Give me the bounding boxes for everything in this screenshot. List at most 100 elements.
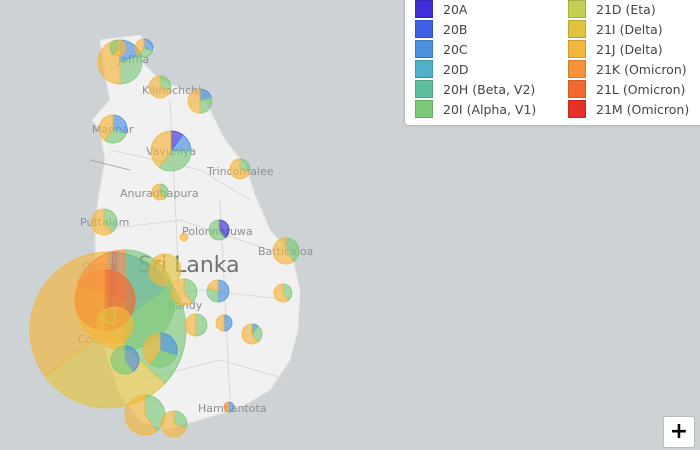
pie-slice bbox=[148, 253, 166, 287]
pie-slice bbox=[218, 219, 230, 239]
location-pie-chart[interactable] bbox=[134, 38, 154, 58]
location-pie-chart[interactable] bbox=[184, 313, 208, 337]
pie-slice bbox=[223, 401, 230, 413]
location-pie-chart[interactable] bbox=[206, 279, 230, 303]
legend-label: 20H (Beta, V2) bbox=[443, 81, 536, 97]
location-pie-chart[interactable] bbox=[273, 283, 293, 303]
legend-item[interactable]: 21M (Omicron) bbox=[568, 100, 689, 118]
pie-slice bbox=[223, 314, 233, 332]
pie-slice bbox=[170, 278, 193, 306]
legend-item[interactable]: 21L (Omicron) bbox=[568, 80, 685, 98]
pie-slice bbox=[183, 278, 198, 304]
zoom-in-button[interactable]: + bbox=[663, 416, 695, 448]
pie-slice bbox=[112, 114, 128, 134]
legend-label: 20C bbox=[443, 41, 468, 57]
pie-slice bbox=[44, 329, 166, 409]
pie-slice bbox=[159, 332, 178, 356]
coast-line bbox=[89, 159, 131, 171]
location-pie-chart[interactable] bbox=[208, 219, 230, 241]
legend-item[interactable]: 20C bbox=[415, 40, 468, 58]
location-pie-chart[interactable] bbox=[150, 130, 192, 172]
legend-item[interactable]: 20H (Beta, V2) bbox=[415, 80, 535, 98]
legend-label: 20D bbox=[443, 61, 469, 77]
legend-item[interactable]: 20D bbox=[415, 60, 469, 78]
legend-swatch bbox=[415, 40, 433, 58]
pie-slice bbox=[273, 283, 289, 303]
location-pie-chart[interactable] bbox=[170, 278, 198, 306]
legend-swatch bbox=[415, 60, 433, 78]
pie-slice bbox=[151, 183, 166, 201]
pie-slice bbox=[112, 39, 127, 57]
location-pie-chart[interactable] bbox=[151, 183, 169, 201]
legend-swatch bbox=[568, 0, 586, 18]
pie-slice bbox=[110, 345, 134, 375]
location-pie-chart[interactable] bbox=[160, 410, 188, 438]
legend-swatch bbox=[568, 60, 586, 78]
pie-slice bbox=[217, 279, 230, 303]
legend-label: 21J (Delta) bbox=[596, 41, 663, 57]
pie-slice bbox=[104, 128, 127, 144]
legend-item[interactable]: 20I (Alpha, V1) bbox=[415, 100, 536, 118]
legend-swatch bbox=[415, 0, 433, 18]
legend-label: 20I (Alpha, V1) bbox=[443, 101, 537, 117]
legend-label: 21I (Delta) bbox=[596, 21, 663, 37]
location-pie-chart[interactable] bbox=[215, 314, 233, 332]
location-pie-chart[interactable] bbox=[148, 75, 172, 99]
pie-slice bbox=[142, 332, 161, 365]
pie-slice bbox=[124, 394, 158, 436]
location-pie-chart[interactable] bbox=[187, 88, 213, 114]
pie-slice bbox=[148, 75, 172, 99]
pie-slice bbox=[144, 394, 166, 432]
legend-label: 21K (Omicron) bbox=[596, 61, 687, 77]
legend: 20A 20B 20C 20D 20H (Beta, V2) 20I (Alpha, V1… bbox=[405, 0, 700, 125]
legend-label: 20A bbox=[443, 1, 468, 17]
legend-label: 21L (Omicron) bbox=[596, 81, 686, 97]
location-pie-chart[interactable] bbox=[241, 323, 263, 345]
pie-slice bbox=[124, 345, 140, 373]
location-pie-chart[interactable] bbox=[272, 237, 300, 265]
pie-slice bbox=[215, 314, 225, 332]
location-pie-chart[interactable] bbox=[124, 394, 166, 436]
pie-slice bbox=[179, 232, 189, 242]
legend-label: 21M (Omicron) bbox=[596, 101, 690, 117]
legend-swatch bbox=[568, 20, 586, 38]
pie-slice bbox=[103, 208, 118, 234]
legend-swatch bbox=[568, 100, 586, 118]
location-pie-chart[interactable] bbox=[110, 345, 140, 375]
location-pie-chart[interactable] bbox=[90, 208, 118, 236]
legend-item[interactable]: 21D (Eta) bbox=[568, 0, 656, 18]
pie-slice bbox=[150, 130, 172, 168]
legend-item[interactable]: 21K (Omicron) bbox=[568, 60, 687, 78]
legend-label: 20B bbox=[443, 21, 468, 37]
pie-slice bbox=[241, 323, 259, 345]
legend-item[interactable]: 20A bbox=[415, 0, 467, 18]
pie-slice bbox=[285, 237, 300, 263]
location-pie-chart[interactable] bbox=[142, 332, 178, 368]
pie-slice bbox=[195, 313, 208, 337]
location-pie-chart[interactable] bbox=[179, 232, 189, 242]
location-pie-chart[interactable] bbox=[229, 158, 251, 180]
pie-slice bbox=[282, 283, 293, 301]
pie-slice bbox=[149, 349, 177, 368]
legend-item[interactable]: 20B bbox=[415, 20, 467, 38]
pie-slice bbox=[134, 38, 145, 56]
pie-slice bbox=[164, 253, 182, 287]
legend-item[interactable]: 21I (Delta) bbox=[568, 20, 663, 38]
pie-slice bbox=[208, 219, 226, 241]
pie-slice bbox=[160, 410, 187, 438]
legend-label: 21D (Eta) bbox=[596, 1, 656, 17]
legend-item[interactable]: 21J (Delta) bbox=[568, 40, 663, 58]
location-pie-chart[interactable] bbox=[98, 114, 128, 144]
location-pie-chart[interactable] bbox=[109, 39, 127, 57]
pie-slice bbox=[97, 306, 116, 326]
legend-swatch bbox=[415, 80, 433, 98]
legend-swatch bbox=[568, 40, 586, 58]
location-pie-chart[interactable] bbox=[148, 253, 182, 287]
location-pie-chart[interactable] bbox=[223, 401, 235, 413]
pie-slice bbox=[158, 150, 192, 172]
pie-slice bbox=[206, 279, 219, 292]
pie-slice bbox=[90, 208, 113, 236]
location-pie-chart[interactable] bbox=[96, 306, 134, 344]
pie-slice bbox=[74, 269, 106, 331]
